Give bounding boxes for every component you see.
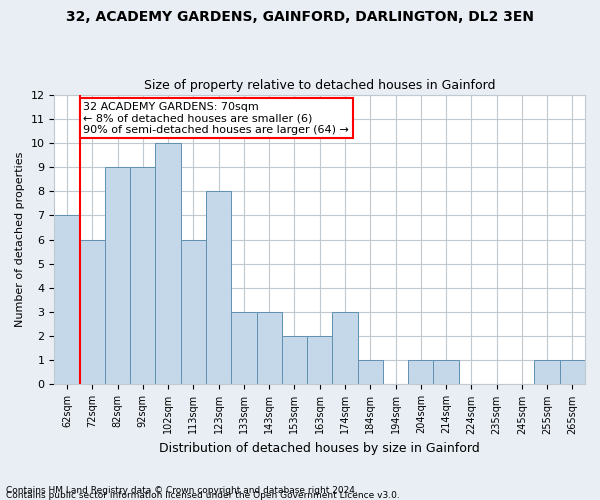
Bar [282, 336, 307, 384]
Bar [80, 240, 105, 384]
Bar [130, 167, 155, 384]
Bar [307, 336, 332, 384]
X-axis label: Distribution of detached houses by size in Gainford: Distribution of detached houses by size … [160, 442, 480, 455]
Bar [358, 360, 383, 384]
Bar [535, 360, 560, 384]
Text: 32 ACADEMY GARDENS: 70sqm
← 8% of detached houses are smaller (6)
90% of semi-de: 32 ACADEMY GARDENS: 70sqm ← 8% of detach… [83, 102, 349, 135]
Bar [181, 240, 206, 384]
Bar [332, 312, 358, 384]
Text: Contains HM Land Registry data © Crown copyright and database right 2024.: Contains HM Land Registry data © Crown c… [6, 486, 358, 495]
Bar [206, 191, 231, 384]
Bar [433, 360, 458, 384]
Bar [105, 167, 130, 384]
Bar [257, 312, 282, 384]
Bar [560, 360, 585, 384]
Title: Size of property relative to detached houses in Gainford: Size of property relative to detached ho… [144, 79, 496, 92]
Text: 32, ACADEMY GARDENS, GAINFORD, DARLINGTON, DL2 3EN: 32, ACADEMY GARDENS, GAINFORD, DARLINGTO… [66, 10, 534, 24]
Bar [55, 216, 80, 384]
Bar [231, 312, 257, 384]
Bar [155, 143, 181, 384]
Y-axis label: Number of detached properties: Number of detached properties [15, 152, 25, 327]
Bar [408, 360, 433, 384]
Text: Contains public sector information licensed under the Open Government Licence v3: Contains public sector information licen… [6, 491, 400, 500]
